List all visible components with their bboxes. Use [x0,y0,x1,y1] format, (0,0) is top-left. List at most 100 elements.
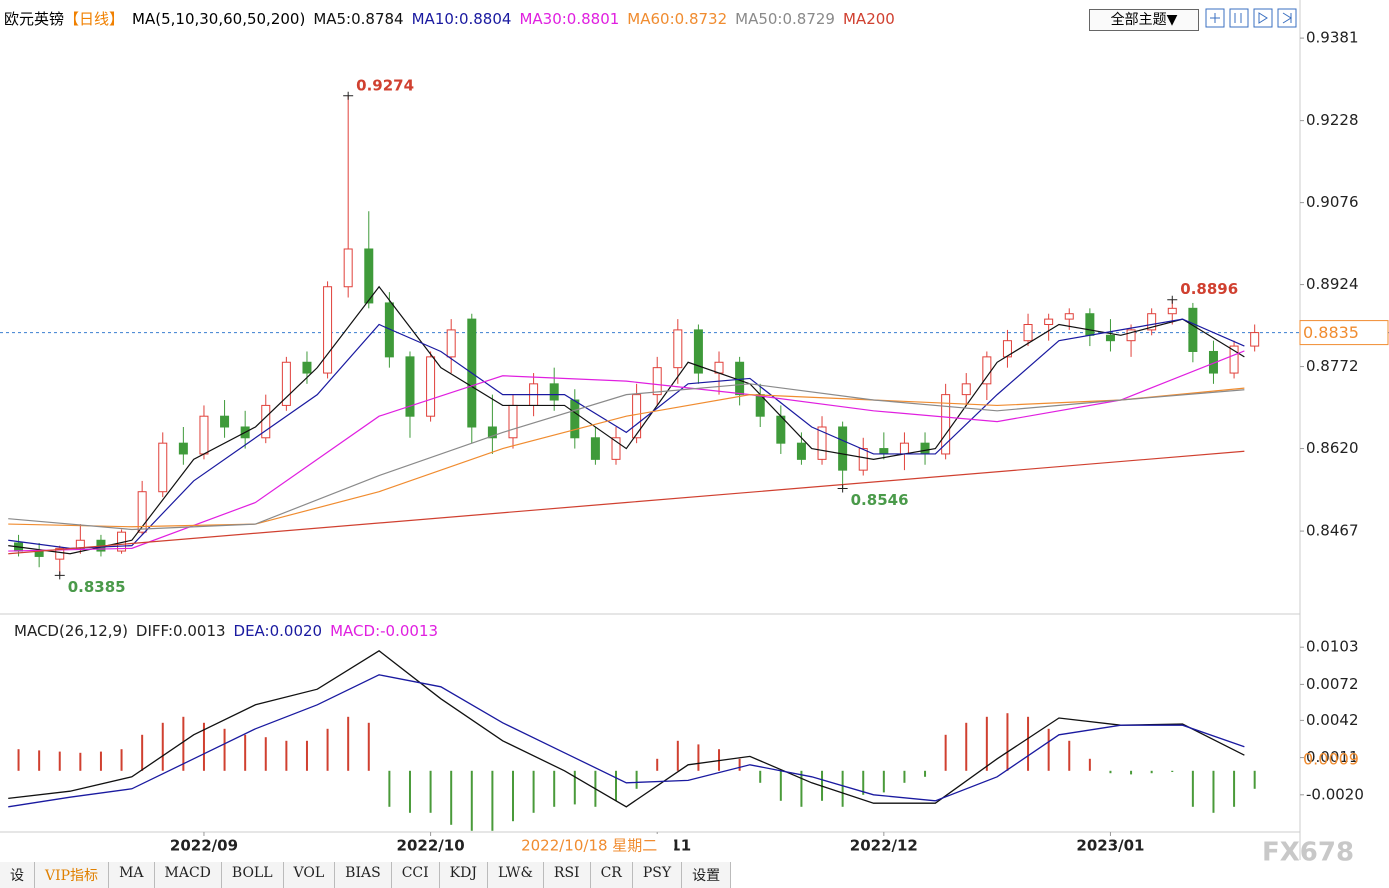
candle-body [899,442,909,455]
candle-body [817,426,827,460]
extreme-marker [343,91,354,100]
candle-body [178,442,188,455]
candle-body [1250,332,1260,347]
candle-body [714,361,724,374]
legend-entry: MA30:0.8801 [519,10,620,28]
price-tag [1299,320,1389,346]
y-tick-label: 0.0103 [1306,638,1359,656]
legend-entry: MACD:-0.0013 [330,622,438,640]
extreme-label: 0.9274 [356,76,414,94]
candle-body [652,367,662,396]
tab[interactable]: BIAS [335,862,392,888]
legend-entry: MA60:0.8732 [627,10,728,28]
y-tick-label: 0.8467 [1306,522,1359,540]
macd-legend: MACD(26,12,9) DIFF:0.0013 DEA:0.0020 MACD:-… [14,622,438,640]
watermark: FX678 [1262,838,1354,868]
candle-body [673,329,683,369]
candle-body [1188,307,1198,352]
ma-line [8,383,1245,531]
candle-body [137,491,147,533]
tab[interactable]: 设 [0,862,35,888]
tool-icons[interactable] [1205,8,1297,28]
legend-entry: MACD(26,12,9) [14,622,128,640]
tab[interactable]: LW& [487,862,544,888]
candle-body [446,329,456,358]
candle-body [158,442,168,493]
candle-body [632,394,642,439]
extreme-label: 0.8385 [68,578,126,596]
legend-entry: MA50:0.8729 [735,10,835,28]
y-tick-label: 0.9381 [1306,29,1359,47]
period: 【日线】 [64,10,125,28]
legend: 欧元英镑【日线】 MA(5,10,30,60,50,200) MA5:0.8784 M… [4,8,911,29]
ma-line [8,350,1245,552]
candle-body [323,286,333,374]
candle-body [796,442,806,460]
candle-body [1229,345,1239,374]
candle-body [281,361,291,406]
tab[interactable]: 设置 [682,862,732,888]
y-tick-label: 0.0072 [1306,675,1359,693]
candle-body [1023,324,1033,342]
candle-body [735,361,745,396]
tab[interactable]: MA [109,862,155,888]
x-tick-label: 2022/10 [397,837,465,855]
x-tick-label: 2022/09 [170,837,238,855]
tab[interactable]: KDJ [439,862,488,888]
crosshair-tag [504,834,675,856]
candle-body [487,426,497,439]
ma-line [8,318,1245,549]
candle-body [1105,334,1115,342]
y-tick-label: 0.8620 [1306,439,1359,457]
tab[interactable]: BOLL [221,862,284,888]
tabs: 设 VIP指标 MA MACD BOLL VOL BIAS CCI KDJ LW& RSI CR PSY… [0,862,1240,888]
candle-body [920,442,930,455]
candle-body [426,356,436,417]
macd-line [8,650,1245,808]
y-tick-label: -0.0020 [1306,785,1364,803]
y-tick-label: 0.9076 [1306,193,1359,211]
candle-body [570,399,580,439]
candle-body [1167,307,1177,315]
ma-line [8,387,1245,528]
tab[interactable]: CR [590,862,633,888]
y-tick-label: 0.0042 [1306,711,1359,729]
theme-button[interactable]: 全部主题▼ [1089,9,1199,31]
candle-body [405,356,415,417]
macd-line [8,674,1245,808]
candle-body [1085,313,1095,336]
candle-body [1126,329,1136,342]
y-tick-label: 0.0011 [1306,748,1359,766]
candle-body [220,415,230,428]
candle-body [1002,340,1012,358]
tab[interactable]: RSI [543,862,591,888]
tab[interactable]: MACD [154,862,222,888]
extreme-marker [1167,295,1178,304]
ma-line [8,450,1245,555]
tab[interactable]: VIP指标 [35,862,110,888]
extreme-label: 0.8896 [1180,280,1238,298]
candle-body [858,448,868,471]
tab[interactable]: CCI [391,862,440,888]
candle-body [941,394,951,455]
candle-body [364,248,374,304]
legend-entry: MA200 [842,10,895,28]
price-tag-label: 0.8835 [1303,323,1359,342]
y-tick-label: 0.8924 [1306,275,1359,293]
legend-entry: MA10:0.8804 [411,10,512,28]
crosshair-label: 2022/10/18 星期二 [521,837,657,855]
extreme-marker [54,571,65,580]
indicator: MA(5,10,30,60,50,200) [132,10,306,28]
tab[interactable]: PSY [632,862,683,888]
x-tick-label: 2022/12 [850,837,918,855]
candle-body [961,383,971,396]
candle-body [1044,318,1054,326]
candle-body [508,404,518,439]
candle-body [343,248,353,288]
symbol: 欧元英镑 [4,10,65,28]
candle-body [1064,313,1074,320]
tab[interactable]: VOL [283,862,336,888]
candle-body [590,437,600,460]
candle-body [55,547,65,560]
